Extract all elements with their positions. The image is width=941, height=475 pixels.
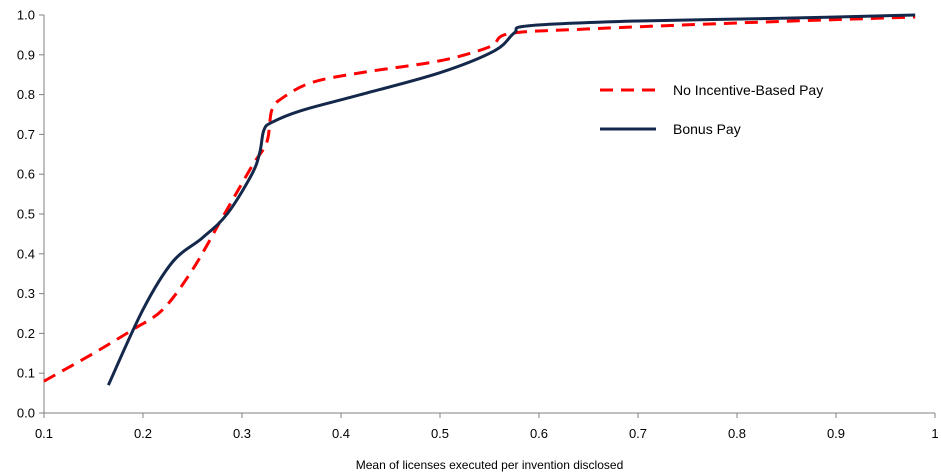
x-tick-label: 0.9 <box>827 426 845 441</box>
axes <box>43 15 935 414</box>
series-line-no-incentive-based-pay <box>43 15 916 383</box>
legend-label-no-incentive-based-pay: No Incentive-Based Pay <box>673 82 823 98</box>
y-tick-label: 0.3 <box>17 286 35 301</box>
y-tick-label: 0.7 <box>17 127 35 142</box>
x-tick-label: 0.1 <box>35 426 53 441</box>
y-tick-label: 0.0 <box>17 406 35 421</box>
y-tick-label: 0.6 <box>17 167 35 182</box>
x-axis-ticks: 0.1 0.2 0.3 0.4 0.5 0.6 0.7 0.8 0.9 1 <box>35 413 939 441</box>
x-tick-label: 0.2 <box>134 426 152 441</box>
x-tick-label: 0.5 <box>431 426 449 441</box>
y-tick-label: 0.1 <box>17 366 35 381</box>
x-tick-label: 1 <box>931 426 938 441</box>
y-tick-label: 0.2 <box>17 326 35 341</box>
legend: No Incentive-Based Pay Bonus Pay <box>600 82 823 137</box>
x-tick-label: 0.7 <box>629 426 647 441</box>
x-tick-label: 0.4 <box>332 426 350 441</box>
y-axis-ticks: 0.0 0.1 0.2 0.3 0.4 0.5 0.6 0.7 0.8 0.9 1.0 <box>17 8 44 421</box>
x-tick-label: 0.3 <box>233 426 251 441</box>
y-tick-label: 0.5 <box>17 207 35 222</box>
series-layer <box>43 13 916 386</box>
x-tick-label: 0.6 <box>530 426 548 441</box>
y-tick-label: 0.9 <box>17 47 35 62</box>
y-tick-label: 0.8 <box>17 87 35 102</box>
x-tick-label: 0.8 <box>728 426 746 441</box>
x-axis-title: Mean of licenses executed per invention … <box>356 458 624 472</box>
y-tick-label: 1.0 <box>17 8 35 23</box>
series-line-bonus-pay <box>106 13 916 386</box>
y-tick-label: 0.4 <box>17 246 35 261</box>
legend-label-bonus-pay: Bonus Pay <box>673 121 741 137</box>
